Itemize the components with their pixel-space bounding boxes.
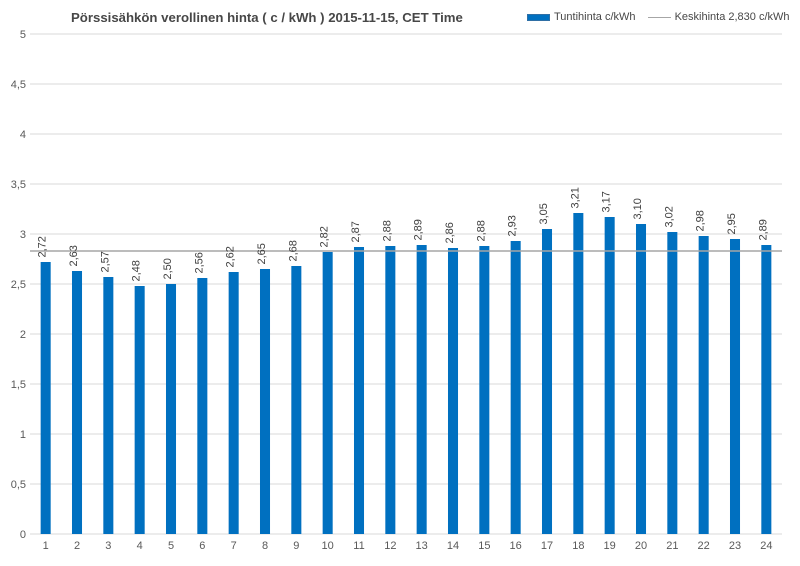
svg-text:2,62: 2,62 bbox=[225, 246, 237, 267]
svg-text:13: 13 bbox=[416, 540, 428, 552]
svg-text:1,5: 1,5 bbox=[11, 379, 26, 391]
svg-text:4: 4 bbox=[20, 129, 26, 141]
svg-text:14: 14 bbox=[447, 540, 459, 552]
svg-text:10: 10 bbox=[322, 540, 334, 552]
svg-text:2,57: 2,57 bbox=[99, 251, 111, 272]
svg-text:2,95: 2,95 bbox=[726, 213, 738, 234]
svg-text:2,56: 2,56 bbox=[193, 252, 205, 273]
svg-text:1: 1 bbox=[43, 540, 49, 552]
svg-text:2,48: 2,48 bbox=[131, 260, 143, 281]
svg-text:24: 24 bbox=[760, 540, 772, 552]
svg-text:21: 21 bbox=[666, 540, 678, 552]
svg-text:2,88: 2,88 bbox=[381, 220, 393, 241]
svg-text:0: 0 bbox=[20, 529, 26, 541]
svg-text:2,89: 2,89 bbox=[757, 219, 769, 240]
svg-text:3: 3 bbox=[105, 540, 111, 552]
svg-text:3,05: 3,05 bbox=[538, 203, 550, 224]
svg-text:2,93: 2,93 bbox=[507, 215, 519, 236]
svg-text:2,87: 2,87 bbox=[350, 221, 362, 242]
svg-text:2,50: 2,50 bbox=[162, 258, 174, 279]
svg-text:3,17: 3,17 bbox=[601, 191, 613, 212]
svg-text:12: 12 bbox=[384, 540, 396, 552]
svg-text:2,5: 2,5 bbox=[11, 279, 26, 291]
svg-text:3,21: 3,21 bbox=[569, 187, 581, 208]
svg-text:2,63: 2,63 bbox=[68, 245, 80, 266]
svg-text:20: 20 bbox=[635, 540, 647, 552]
svg-text:22: 22 bbox=[698, 540, 710, 552]
svg-text:2,72: 2,72 bbox=[37, 236, 49, 257]
svg-text:2,65: 2,65 bbox=[256, 243, 268, 264]
svg-text:2,86: 2,86 bbox=[444, 222, 456, 243]
svg-text:1: 1 bbox=[20, 429, 26, 441]
svg-text:16: 16 bbox=[510, 540, 522, 552]
svg-text:17: 17 bbox=[541, 540, 553, 552]
svg-text:4,5: 4,5 bbox=[11, 79, 26, 91]
svg-text:0,5: 0,5 bbox=[11, 479, 26, 491]
svg-text:4: 4 bbox=[137, 540, 143, 552]
svg-text:19: 19 bbox=[604, 540, 616, 552]
svg-text:8: 8 bbox=[262, 540, 268, 552]
svg-text:2,88: 2,88 bbox=[475, 220, 487, 241]
svg-text:6: 6 bbox=[199, 540, 205, 552]
svg-text:2,98: 2,98 bbox=[695, 210, 707, 231]
svg-text:3,02: 3,02 bbox=[663, 206, 675, 227]
svg-text:18: 18 bbox=[572, 540, 584, 552]
svg-text:3: 3 bbox=[20, 229, 26, 241]
svg-text:11: 11 bbox=[353, 540, 364, 552]
svg-text:9: 9 bbox=[293, 540, 299, 552]
svg-text:2,89: 2,89 bbox=[413, 219, 425, 240]
svg-text:3,10: 3,10 bbox=[632, 198, 644, 219]
svg-text:2,68: 2,68 bbox=[287, 240, 299, 261]
svg-text:2: 2 bbox=[74, 540, 80, 552]
svg-text:15: 15 bbox=[478, 540, 490, 552]
svg-text:5: 5 bbox=[168, 540, 174, 552]
svg-text:2: 2 bbox=[20, 329, 26, 341]
svg-text:7: 7 bbox=[231, 540, 237, 552]
svg-text:23: 23 bbox=[729, 540, 741, 552]
svg-text:3,5: 3,5 bbox=[11, 179, 26, 191]
svg-text:5: 5 bbox=[20, 29, 26, 41]
svg-text:2,82: 2,82 bbox=[319, 226, 331, 247]
